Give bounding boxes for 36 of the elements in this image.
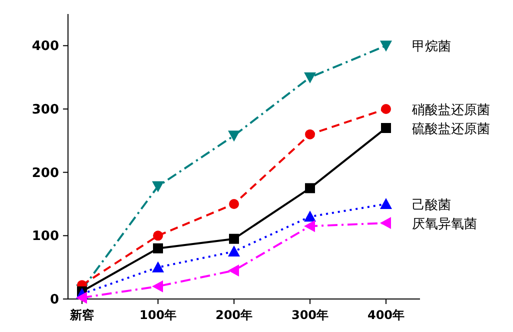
point xyxy=(305,129,315,140)
x-tick-label: 300年 xyxy=(291,308,329,322)
point xyxy=(228,246,240,256)
x-tick-label: 新窖 xyxy=(69,308,94,322)
point xyxy=(152,181,164,192)
point xyxy=(229,234,239,244)
point xyxy=(305,183,315,194)
point xyxy=(304,210,316,222)
y-tick-label: 0 xyxy=(50,292,59,308)
series-label: 厌氧异氧菌 xyxy=(412,217,477,232)
point xyxy=(152,280,163,292)
x-tick-label: 200年 xyxy=(215,308,253,322)
x-tick-label: 400年 xyxy=(367,308,405,322)
point xyxy=(380,217,391,229)
series-label: 硝酸盐还原菌 xyxy=(411,103,490,118)
series-label: 己酸菌 xyxy=(412,198,451,213)
point xyxy=(381,104,391,114)
y-tick-label: 300 xyxy=(32,102,59,118)
point xyxy=(380,198,392,209)
point xyxy=(228,130,240,142)
x-tick-label: 100年 xyxy=(139,308,177,322)
point xyxy=(153,243,163,254)
y-tick-label: 100 xyxy=(32,229,59,244)
point xyxy=(76,292,87,304)
point xyxy=(381,123,391,133)
point xyxy=(304,220,315,232)
point xyxy=(229,199,239,209)
point xyxy=(153,230,163,241)
point xyxy=(380,40,392,52)
point xyxy=(228,264,239,276)
y-tick-label: 400 xyxy=(32,39,59,54)
y-tick-label: 200 xyxy=(32,166,59,181)
series-label: 硫酸盐还原菌 xyxy=(412,122,490,137)
point xyxy=(152,261,164,272)
series-label: 甲烷菌 xyxy=(412,40,451,55)
point xyxy=(304,72,316,84)
